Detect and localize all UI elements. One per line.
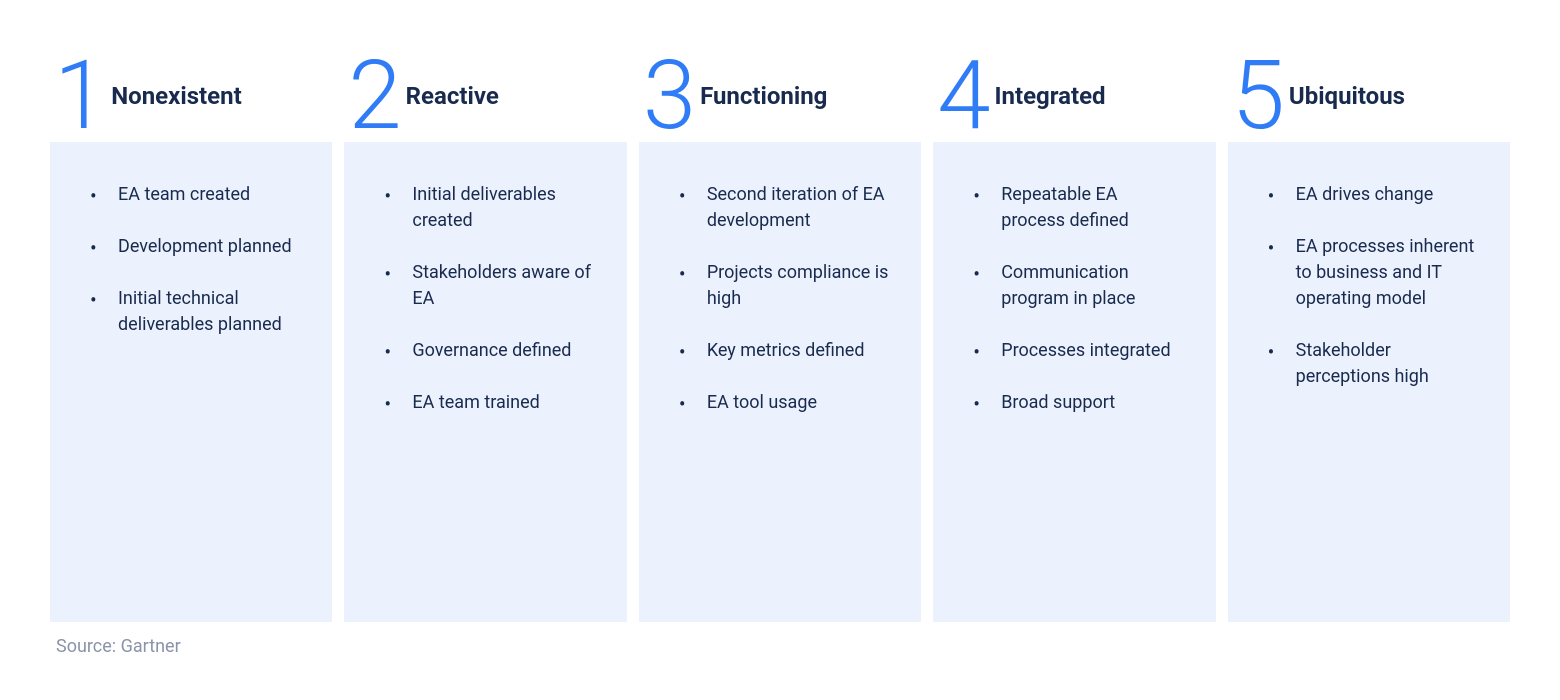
stage-item: Broad support <box>973 390 1185 416</box>
stage-body: Second iteration of EA development Projec… <box>639 142 921 622</box>
stage-item-list: EA drives change EA processes inherent to… <box>1268 182 1480 391</box>
stage-3: 3 Functioning Second iteration of EA devel… <box>639 50 921 622</box>
stage-number: 1 <box>54 48 103 144</box>
maturity-columns: 1 Nonexistent EA team created Development p… <box>50 50 1510 622</box>
stage-item: EA drives change <box>1268 182 1480 208</box>
stage-item: EA processes inherent to business and IT… <box>1268 234 1480 312</box>
stage-title: Nonexistent <box>111 82 241 111</box>
stage-number: 2 <box>348 48 397 144</box>
stage-item: EA tool usage <box>679 390 891 416</box>
stage-number: 3 <box>643 48 692 144</box>
stage-number: 5 <box>1232 48 1281 144</box>
stage-body: EA drives change EA processes inherent to… <box>1228 142 1510 622</box>
stage-body: Initial deliverables created Stakeholders… <box>344 142 626 622</box>
stage-item: EA team trained <box>384 390 596 416</box>
stage-item: Communication program in place <box>973 260 1185 312</box>
stage-item: Second iteration of EA development <box>679 182 891 234</box>
stage-body: Repeatable EA process defined Communicati… <box>933 142 1215 622</box>
stage-5: 5 Ubiquitous EA drives change EA processes … <box>1228 50 1510 622</box>
stage-4: 4 Integrated Repeatable EA process defined… <box>933 50 1215 622</box>
stage-item-list: EA team created Development planned Initia… <box>90 182 302 338</box>
stage-item: Stakeholder perceptions high <box>1268 338 1480 390</box>
stage-title: Reactive <box>406 82 499 111</box>
stage-2: 2 Reactive Initial deliverables created Sta… <box>344 50 626 622</box>
stage-item-list: Repeatable EA process defined Communicati… <box>973 182 1185 417</box>
stage-body: EA team created Development planned Initia… <box>50 142 332 622</box>
stage-item: Initial technical deliverables planned <box>90 286 302 338</box>
stage-header: 2 Reactive <box>344 50 626 142</box>
stage-item: Stakeholders aware of EA <box>384 260 596 312</box>
stage-number: 4 <box>937 48 986 144</box>
stage-item: Governance defined <box>384 338 596 364</box>
stage-item: Projects compliance is high <box>679 260 891 312</box>
stage-header: 1 Nonexistent <box>50 50 332 142</box>
source-attribution: Source: Gartner <box>50 636 1510 657</box>
stage-item-list: Second iteration of EA development Projec… <box>679 182 891 417</box>
stage-header: 4 Integrated <box>933 50 1215 142</box>
stage-item-list: Initial deliverables created Stakeholders… <box>384 182 596 417</box>
stage-item: Processes integrated <box>973 338 1185 364</box>
stage-item: Initial deliverables created <box>384 182 596 234</box>
stage-title: Integrated <box>994 82 1105 111</box>
stage-item: EA team created <box>90 182 302 208</box>
stage-header: 5 Ubiquitous <box>1228 50 1510 142</box>
stage-item: Development planned <box>90 234 302 260</box>
stage-1: 1 Nonexistent EA team created Development p… <box>50 50 332 622</box>
stage-title: Ubiquitous <box>1289 82 1405 111</box>
stage-title: Functioning <box>700 82 827 111</box>
stage-item: Key metrics defined <box>679 338 891 364</box>
stage-item: Repeatable EA process defined <box>973 182 1185 234</box>
stage-header: 3 Functioning <box>639 50 921 142</box>
